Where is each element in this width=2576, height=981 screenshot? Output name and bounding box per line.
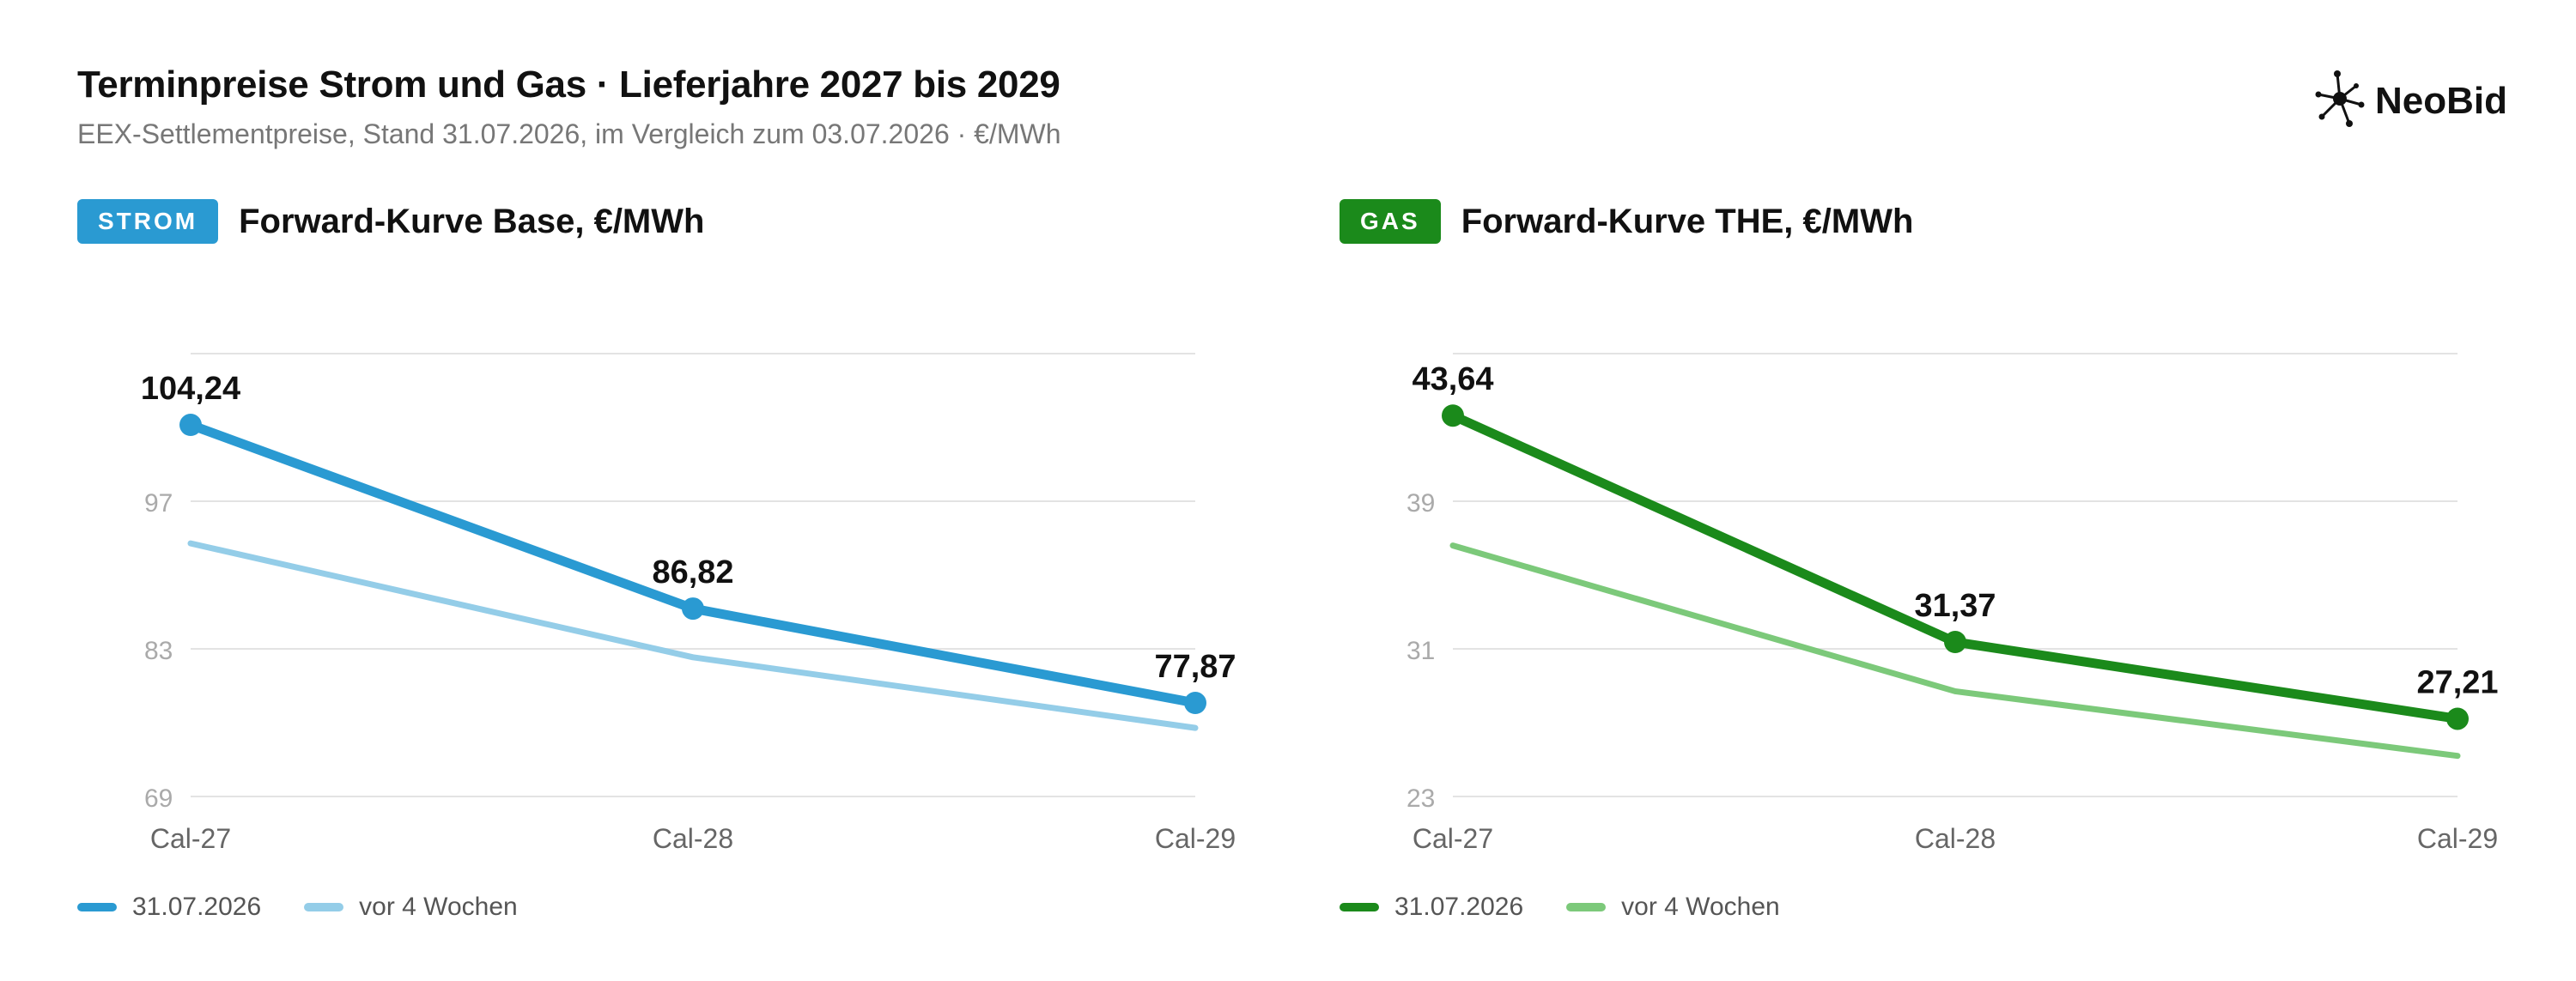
strom-data-point bbox=[1184, 692, 1206, 715]
gas-x-tick-label: Cal-28 bbox=[1915, 823, 1996, 854]
legend-item-current: 31.07.2026 bbox=[1340, 893, 1523, 922]
legend-label: 31.07.2026 bbox=[1394, 893, 1524, 921]
gas-legend: 31.07.2026 vor 4 Wochen bbox=[1340, 893, 1823, 922]
gas-y-tick-label: 23 bbox=[1406, 784, 1435, 813]
page-subtitle: EEX-Settlementpreise, Stand 31.07.2026, … bbox=[77, 118, 1061, 149]
strom-x-tick-label: Cal-28 bbox=[653, 823, 733, 854]
legend-swatch bbox=[304, 903, 344, 911]
strom-legend: 31.07.2026 vor 4 Wochen bbox=[77, 893, 561, 922]
strom-data-point bbox=[682, 597, 704, 621]
gas-data-point bbox=[2446, 707, 2469, 730]
gas-data-point bbox=[1442, 404, 1464, 427]
strom-x-tick-label: Cal-29 bbox=[1155, 823, 1236, 854]
legend-label: vor 4 Wochen bbox=[359, 893, 518, 921]
strom-y-tick-label: 97 bbox=[144, 489, 173, 518]
page-title: Terminpreise Strom und Gas · Lieferjahre… bbox=[77, 64, 1060, 106]
strom-y-tick-label: 83 bbox=[144, 637, 173, 665]
panel-header-gas: GAS Forward-Kurve THE, €/MWh bbox=[1340, 199, 1913, 244]
strom-y-tick-label: 69 bbox=[144, 784, 173, 813]
gas-data-point bbox=[1944, 631, 1966, 654]
strom-data-label: 77,87 bbox=[1154, 649, 1236, 685]
legend-item-previous: vor 4 Wochen bbox=[1566, 893, 1780, 922]
gas-y-tick-label: 39 bbox=[1406, 489, 1435, 518]
strom-panel-title: Forward-Kurve Base, €/MWh bbox=[239, 202, 705, 240]
strom-previous-line bbox=[187, 540, 1199, 731]
legend-item-previous: vor 4 Wochen bbox=[304, 893, 518, 922]
gas-x-tick-label: Cal-27 bbox=[1413, 823, 1493, 854]
legend-swatch bbox=[77, 903, 117, 911]
gas-y-tick-label: 31 bbox=[1406, 637, 1435, 665]
legend-swatch bbox=[1566, 903, 1607, 911]
gas-panel-title: Forward-Kurve THE, €/MWh bbox=[1461, 202, 1914, 240]
legend-label: vor 4 Wochen bbox=[1621, 893, 1780, 921]
strom-data-label: 86,82 bbox=[652, 554, 733, 590]
network-node-icon bbox=[2313, 69, 2366, 133]
strom-x-tick-label: Cal-27 bbox=[150, 823, 231, 854]
brand-logo: NeoBid bbox=[2313, 69, 2507, 133]
gas-current-line bbox=[1448, 410, 2463, 724]
legend-swatch bbox=[1340, 903, 1379, 911]
strom-data-label: 104,24 bbox=[141, 371, 240, 407]
panel-header-strom: STROM Forward-Kurve Base, €/MWh bbox=[77, 199, 704, 244]
legend-label: 31.07.2026 bbox=[132, 893, 262, 921]
gas-x-tick-label: Cal-29 bbox=[2417, 823, 2498, 854]
legend-item-current: 31.07.2026 bbox=[77, 893, 261, 922]
gas-data-label: 31,37 bbox=[1914, 588, 1996, 624]
strom-badge: STROM bbox=[77, 199, 219, 244]
gas-data-label: 27,21 bbox=[2416, 664, 2498, 700]
gas-badge: GAS bbox=[1340, 199, 1441, 244]
strom-data-point bbox=[179, 414, 202, 437]
gas-data-label: 43,64 bbox=[1412, 361, 1493, 397]
gas-previous-line bbox=[1449, 542, 2461, 760]
brand-name: NeoBid bbox=[2375, 79, 2507, 122]
